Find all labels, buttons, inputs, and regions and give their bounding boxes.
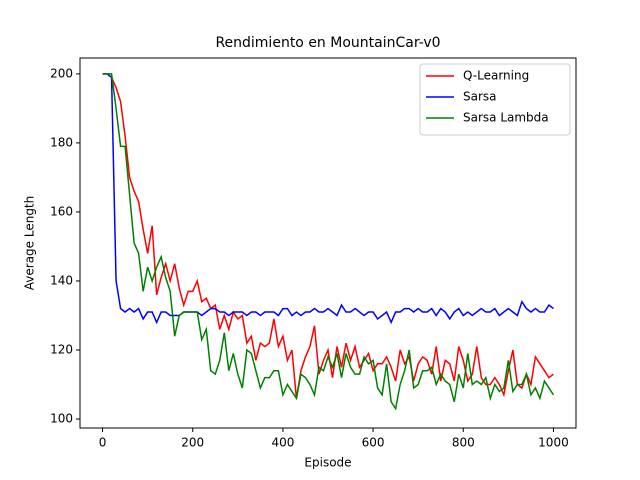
x-tick-label: 200: [181, 436, 204, 450]
x-tick-label: 400: [271, 436, 294, 450]
x-tick-label: 1000: [538, 436, 569, 450]
legend-label: Q-Learning: [463, 69, 529, 83]
x-tick-label: 600: [362, 436, 385, 450]
y-tick-label: 100: [50, 412, 73, 426]
y-axis-label: Average Length: [23, 196, 37, 290]
series-line: [102, 73, 554, 325]
legend-label: Sarsa: [463, 90, 497, 104]
x-tick-label: 800: [452, 436, 475, 450]
y-tick-label: 160: [50, 204, 73, 218]
legend-box: [419, 63, 571, 136]
y-tick-label: 140: [50, 273, 73, 287]
y-tick-label: 200: [50, 66, 73, 80]
series-line: [102, 73, 554, 399]
plot-frame: [79, 57, 577, 429]
x-tick-label: 0: [99, 436, 107, 450]
y-tick-label: 120: [50, 342, 73, 356]
series-line: [102, 73, 555, 411]
legend-label: Sarsa Lambda: [463, 111, 549, 125]
x-axis-label: Episode: [304, 456, 351, 470]
y-tick-label: 180: [50, 135, 73, 149]
chart-title: Rendimiento en MountainCar-v0: [215, 35, 440, 51]
